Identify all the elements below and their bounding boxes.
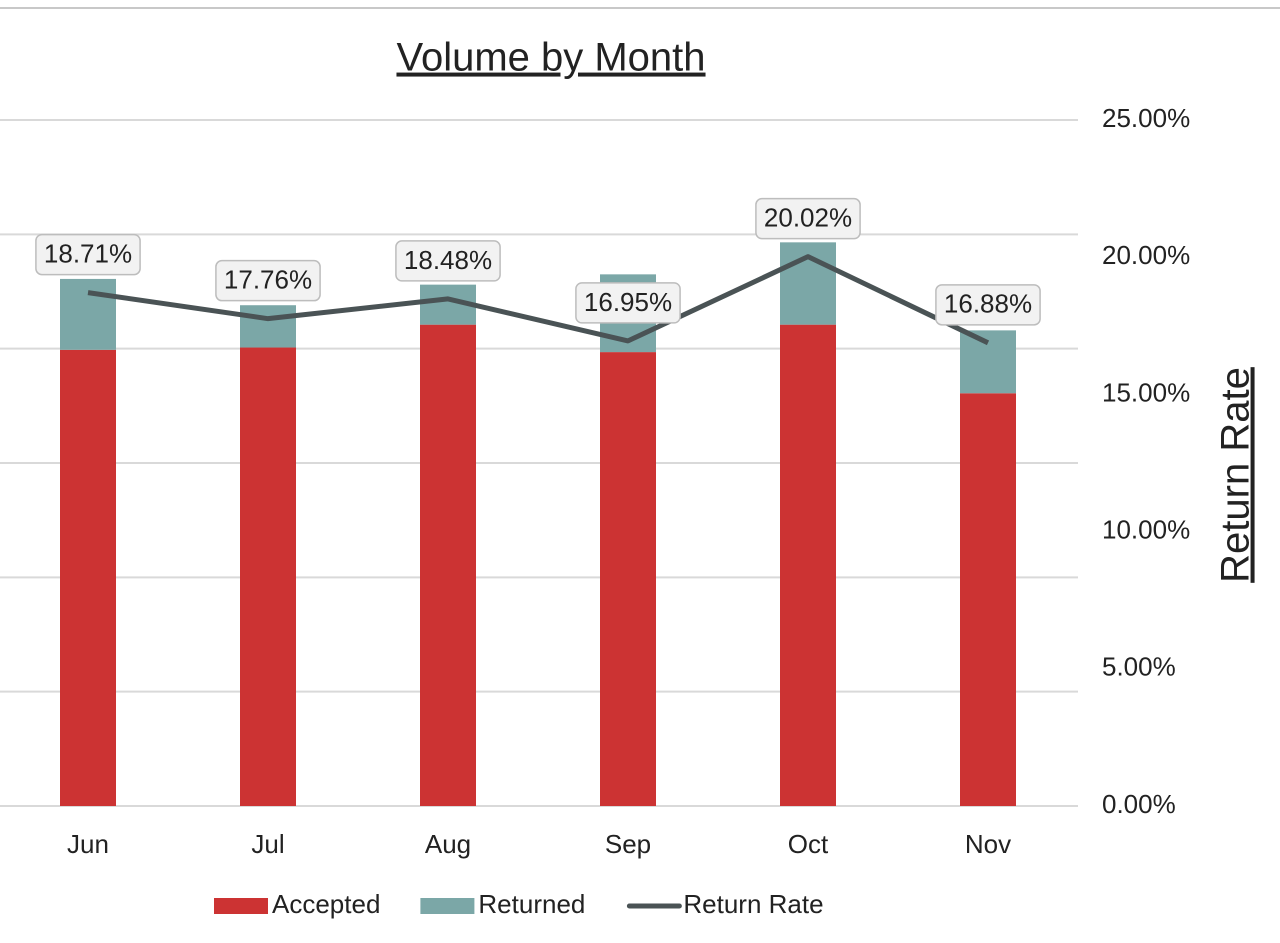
bar-segment [600,352,656,806]
data-label-text: 18.48% [404,245,492,275]
data-label-text: 16.95% [584,287,672,317]
bar-segment [780,324,836,806]
y2-tick-label: 5.00% [1102,652,1176,682]
legend-label: Return Rate [683,889,823,919]
y2-tick-label: 0.00% [1102,789,1176,819]
x-tick-label: Aug [425,829,471,859]
y2-tick-label: 25.00% [1102,103,1190,133]
bar-segment [960,393,1016,806]
data-label-text: 17.76% [224,265,312,295]
legend-label: Accepted [272,889,380,919]
data-label: 20.02% [755,197,861,240]
data-label-box [935,284,1041,326]
data-label: 18.48% [395,240,501,282]
bar-segment [420,324,476,806]
x-tick-label: Jun [67,829,109,859]
bar-segment [60,278,116,350]
y2-tick-label: 15.00% [1102,377,1190,407]
data-label: 17.76% [215,259,321,302]
x-tick-label: Nov [965,829,1011,859]
data-label-text: 16.88% [944,289,1032,319]
y2-axis-title: Return Rate [1214,367,1258,583]
y2-tick-label: 10.00% [1102,514,1190,544]
x-tick-label: Jul [251,829,284,859]
legend-swatch [420,898,475,914]
legend-label: Returned [478,889,585,919]
chart-title: Volume by Month [396,36,705,80]
x-tick-label: Oct [788,829,829,859]
data-label-text: 20.02% [764,203,852,233]
data-label: 16.88% [935,284,1041,326]
x-tick-label: Sep [605,829,651,859]
data-label: 16.95% [575,282,681,324]
bar-segment [960,330,1016,394]
data-label: 18.71% [35,233,141,276]
data-label-box [35,233,141,276]
bar-segment [240,305,296,348]
data-label-box [575,282,681,324]
legend-swatch [214,898,268,914]
bar-segment [240,347,296,806]
data-label-box [755,197,861,240]
y2-tick-label: 20.00% [1102,240,1190,270]
bar-segment [60,349,116,806]
data-label-box [395,240,501,282]
data-label-text: 18.71% [44,238,132,268]
data-label-box [215,259,321,302]
line-series [87,254,990,346]
